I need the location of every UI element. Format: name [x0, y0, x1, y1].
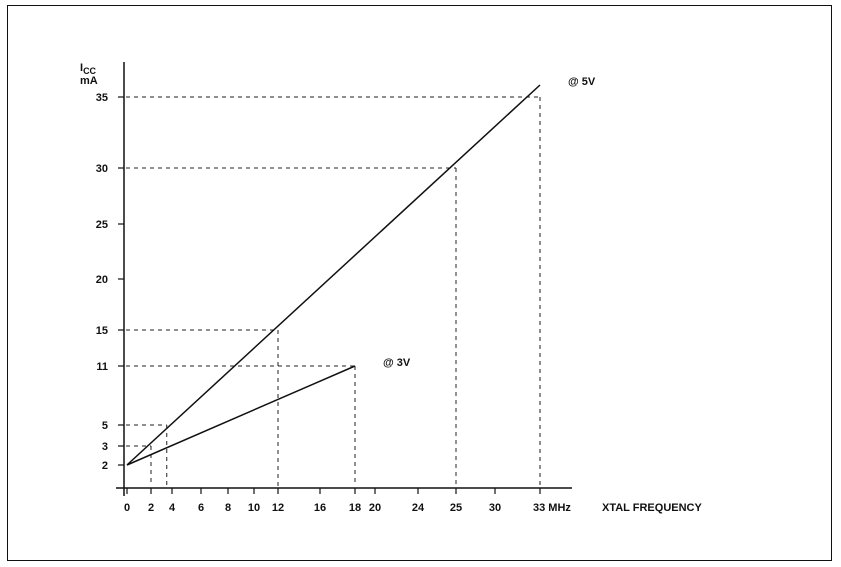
- x-tick-label: 0: [124, 502, 130, 514]
- x-axis-label: XTAL FREQUENCY: [602, 502, 702, 514]
- series-label: @ 5V: [568, 76, 596, 88]
- y-tick-label: 30: [96, 163, 108, 175]
- x-tick-label: 2: [148, 502, 154, 514]
- y-tick-label: 25: [96, 219, 108, 231]
- axis-labels: ICC mA XTAL FREQUENCY: [80, 62, 702, 514]
- x-ticks: 0 2 4 6 8 10 12 16 18 20 24 25 30 33 MHz: [124, 488, 571, 514]
- x-tick-label: 25: [450, 502, 462, 514]
- series-line: [126, 84, 541, 466]
- x-tick-label: 30: [489, 502, 501, 514]
- reference-lines: [126, 96, 541, 486]
- figure-frame: [7, 5, 832, 561]
- x-tick-label: 18: [349, 502, 361, 514]
- y-tick-label: 5: [102, 420, 108, 432]
- y-axis-label: ICC: [80, 62, 97, 76]
- y-tick-label: 3: [102, 441, 108, 453]
- x-tick-label: 24: [412, 502, 425, 514]
- y-axis-unit: mA: [80, 75, 98, 87]
- y-tick-label: 2: [102, 460, 108, 472]
- y-tick-label: 11: [96, 361, 108, 373]
- y-axis-label-subscript: CC: [83, 66, 96, 76]
- y-tick-label: 15: [96, 325, 108, 337]
- y-tick-label: 35: [96, 92, 108, 104]
- x-tick-label: 6: [198, 502, 204, 514]
- x-tick-label: 20: [369, 502, 381, 514]
- x-tick-label: 10: [248, 502, 260, 514]
- axes: [116, 62, 572, 496]
- series-label: @ 3V: [383, 357, 411, 369]
- x-tick-label: 33 MHz: [533, 502, 571, 514]
- x-tick-label: 4: [169, 502, 176, 514]
- x-tick-label: 8: [225, 502, 231, 514]
- x-tick-label: 12: [272, 502, 284, 514]
- series-line: [126, 365, 356, 466]
- x-tick-label: 16: [314, 502, 326, 514]
- series-lines: @ 5V @ 3V: [126, 76, 596, 466]
- y-tick-label: 20: [96, 274, 108, 286]
